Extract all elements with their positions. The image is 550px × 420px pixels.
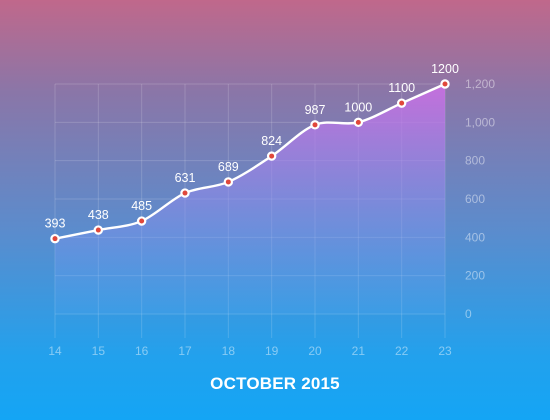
y-axis-ticks: 0 200 400 600 800 1,000 1,200 <box>465 77 495 321</box>
y-tick-label: 800 <box>465 154 485 168</box>
chart-title: OCTOBER 2015 <box>210 374 340 393</box>
y-tick-label: 400 <box>465 230 485 244</box>
y-tick-label: 0 <box>465 307 472 321</box>
data-label: 393 <box>45 217 66 231</box>
data-point <box>396 98 407 108</box>
data-label: 631 <box>175 171 196 185</box>
area-fill <box>55 84 445 314</box>
data-label: 689 <box>218 160 239 174</box>
data-label: 1100 <box>388 81 415 95</box>
data-point <box>50 233 60 244</box>
data-labels: 393 438 485 631 689 824 987 1000 1100 1200 <box>45 62 459 231</box>
x-tick-label: 16 <box>135 344 149 358</box>
y-tick-label: 600 <box>465 192 485 206</box>
data-point <box>136 216 147 226</box>
data-label: 485 <box>131 199 152 213</box>
data-point <box>353 117 364 128</box>
x-tick-label: 22 <box>395 344 409 358</box>
series-line <box>54 82 446 240</box>
x-axis-ticks: 14 15 16 17 18 19 20 21 22 23 <box>48 344 452 358</box>
data-label: 987 <box>305 103 326 117</box>
y-tick-label: 200 <box>465 269 485 283</box>
data-label: 824 <box>261 134 282 148</box>
x-tick-label: 18 <box>222 344 236 358</box>
x-tick-label: 19 <box>265 344 279 358</box>
y-tick-label: 1,000 <box>465 115 495 129</box>
data-label: 1200 <box>431 62 459 76</box>
data-point <box>93 225 104 235</box>
x-tick-label: 15 <box>92 344 106 358</box>
x-tick-label: 14 <box>48 344 62 358</box>
x-tick-label: 17 <box>178 344 192 358</box>
data-point <box>310 120 320 130</box>
x-tick-label: 23 <box>438 344 452 358</box>
x-tick-label: 21 <box>352 344 366 358</box>
x-tick-label: 20 <box>308 344 322 358</box>
data-point <box>440 79 450 89</box>
data-point <box>180 188 190 198</box>
data-points <box>50 79 450 244</box>
data-label: 1000 <box>344 100 372 114</box>
data-point <box>266 151 277 161</box>
data-label: 438 <box>88 208 109 222</box>
y-tick-label: 1,200 <box>465 77 495 91</box>
data-point <box>223 177 234 187</box>
